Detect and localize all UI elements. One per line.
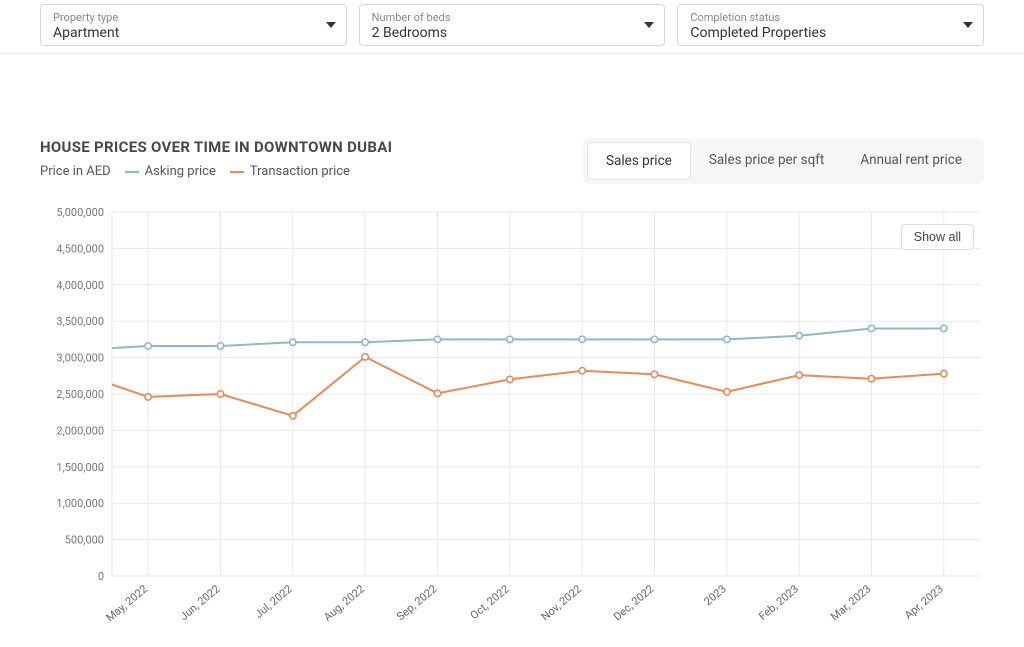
series-marker-transaction xyxy=(290,413,296,419)
x-tick-label: Sep, 2022 xyxy=(394,582,439,623)
series-line-transaction xyxy=(112,357,944,416)
dropdown-label: Completion status xyxy=(690,11,971,24)
series-marker-transaction xyxy=(434,390,440,396)
dropdown-value: Apartment xyxy=(53,24,334,42)
y-tick-label: 2,000,000 xyxy=(56,424,104,437)
completion-status-dropdown[interactable]: Completion status Completed Properties xyxy=(677,4,984,46)
dropdown-label: Property type xyxy=(53,11,334,24)
x-tick-label: May, 2022 xyxy=(104,582,150,624)
series-marker-asking xyxy=(507,336,513,342)
series-marker-asking xyxy=(362,339,368,345)
x-tick-label: Dec, 2022 xyxy=(611,582,656,623)
series-marker-transaction xyxy=(724,389,730,395)
y-tick-label: 3,000,000 xyxy=(56,352,104,365)
chevron-down-icon xyxy=(963,22,973,28)
series-marker-transaction xyxy=(507,376,513,382)
chevron-down-icon xyxy=(326,22,336,28)
series-marker-asking xyxy=(145,343,151,349)
legend-item-transaction[interactable]: Transaction price xyxy=(230,164,350,179)
x-tick-label: 2023 xyxy=(701,582,728,608)
series-line-asking xyxy=(112,329,944,349)
legend-swatch-asking xyxy=(125,171,139,173)
series-marker-transaction xyxy=(579,368,585,374)
y-tick-label: 3,500,000 xyxy=(56,315,104,328)
tab-sales-price[interactable]: Sales price xyxy=(587,142,691,180)
series-marker-asking xyxy=(868,325,874,331)
chart-title: HOUSE PRICES OVER TIME IN DOWNTOWN DUBAI xyxy=(40,138,392,156)
x-tick-label: Nov, 2022 xyxy=(539,582,584,623)
chart-subtitle: Price in AED xyxy=(40,164,111,179)
y-tick-label: 5,000,000 xyxy=(56,206,104,219)
series-marker-asking xyxy=(434,336,440,342)
dropdown-value: Completed Properties xyxy=(690,24,971,42)
x-tick-label: Jul, 2022 xyxy=(252,582,294,621)
chevron-down-icon xyxy=(644,22,654,28)
x-tick-label: Feb, 2023 xyxy=(756,582,801,623)
y-tick-label: 0 xyxy=(98,570,104,583)
series-marker-transaction xyxy=(651,371,657,377)
price-chart: 0 500,000 1,000,000 1,500,000 2,000,000 2,500… xyxy=(40,202,1000,632)
x-tick-label: Aug, 2022 xyxy=(321,582,367,623)
legend-label: Transaction price xyxy=(250,164,350,179)
series-marker-asking xyxy=(290,339,296,345)
tab-annual-rent-price[interactable]: Annual rent price xyxy=(842,142,980,180)
property-type-dropdown[interactable]: Property type Apartment xyxy=(40,4,347,46)
chart-subtitle-row: Price in AED Asking price Transaction pr… xyxy=(40,164,392,179)
series-marker-asking xyxy=(579,336,585,342)
series-marker-asking xyxy=(651,336,657,342)
series-marker-transaction xyxy=(145,394,151,400)
series-marker-transaction xyxy=(796,372,802,378)
chart-container: Show all 0 500,000 1,000,000 1,500,000 2,000… xyxy=(40,202,984,632)
series-marker-transaction xyxy=(362,354,368,360)
y-tick-label: 4,000,000 xyxy=(56,279,104,292)
dropdown-value: 2 Bedrooms xyxy=(372,24,653,42)
series-marker-asking xyxy=(724,336,730,342)
filters-bar: Property type Apartment Number of beds 2… xyxy=(0,0,1024,54)
x-tick-label: Jun, 2022 xyxy=(177,582,222,623)
y-tick-label: 1,000,000 xyxy=(56,497,104,510)
show-all-button[interactable]: Show all xyxy=(901,224,974,250)
chart-tabs: Sales priceSales price per sqftAnnual re… xyxy=(583,138,984,184)
y-tick-label: 1,500,000 xyxy=(56,461,104,474)
y-tick-label: 4,500,000 xyxy=(56,242,104,255)
x-tick-label: Mar, 2023 xyxy=(828,582,873,623)
series-marker-transaction xyxy=(868,376,874,382)
y-tick-label: 500,000 xyxy=(65,534,104,547)
chart-section: HOUSE PRICES OVER TIME IN DOWNTOWN DUBAI… xyxy=(0,54,1024,632)
x-tick-label: Oct, 2022 xyxy=(468,582,512,622)
series-marker-transaction xyxy=(941,370,947,376)
dropdown-label: Number of beds xyxy=(372,11,653,24)
series-marker-asking xyxy=(796,333,802,339)
legend-item-asking[interactable]: Asking price xyxy=(125,164,216,179)
series-marker-asking xyxy=(217,343,223,349)
x-tick-label: Apr, 2023 xyxy=(902,582,946,622)
legend-label: Asking price xyxy=(145,164,216,179)
legend-swatch-transaction xyxy=(230,171,244,173)
series-marker-transaction xyxy=(217,391,223,397)
series-marker-asking xyxy=(941,325,947,331)
beds-dropdown[interactable]: Number of beds 2 Bedrooms xyxy=(359,4,666,46)
tab-sales-price-per-sqft[interactable]: Sales price per sqft xyxy=(691,142,843,180)
y-tick-label: 2,500,000 xyxy=(56,388,104,401)
